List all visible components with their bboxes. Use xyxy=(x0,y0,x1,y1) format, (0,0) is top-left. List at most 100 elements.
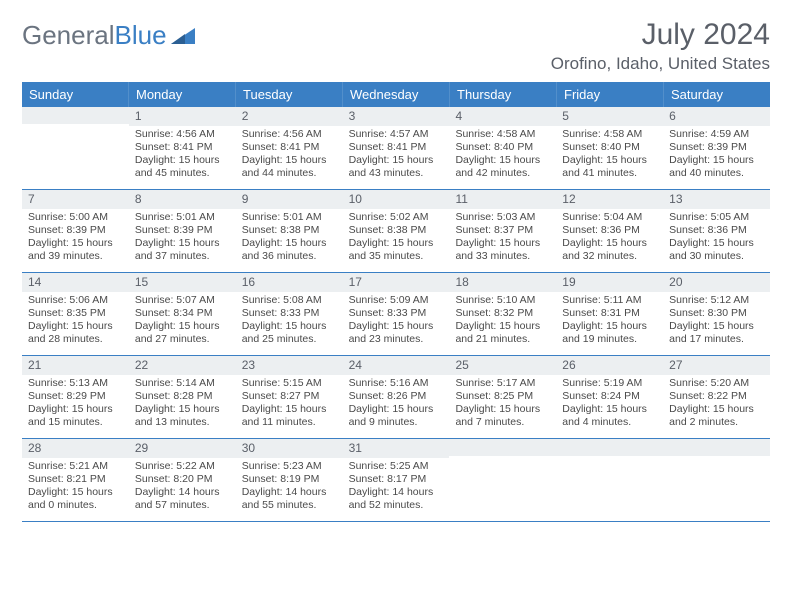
day-info-line: Sunrise: 5:11 AM xyxy=(562,294,657,307)
day-number: 22 xyxy=(129,356,236,375)
day-info-line: Sunset: 8:33 PM xyxy=(242,307,337,320)
day-number: 27 xyxy=(663,356,770,375)
day-number: 9 xyxy=(236,190,343,209)
day-info-line: Sunset: 8:40 PM xyxy=(455,141,550,154)
day-cell xyxy=(556,439,663,521)
day-number: 19 xyxy=(556,273,663,292)
day-info-line: Daylight: 15 hours and 9 minutes. xyxy=(349,403,444,429)
day-cell xyxy=(663,439,770,521)
day-info-line: Sunrise: 5:10 AM xyxy=(455,294,550,307)
day-cell: 15Sunrise: 5:07 AMSunset: 8:34 PMDayligh… xyxy=(129,273,236,355)
day-cell: 8Sunrise: 5:01 AMSunset: 8:39 PMDaylight… xyxy=(129,190,236,272)
day-info-line: Daylight: 15 hours and 45 minutes. xyxy=(135,154,230,180)
day-cell: 26Sunrise: 5:19 AMSunset: 8:24 PMDayligh… xyxy=(556,356,663,438)
day-cell: 3Sunrise: 4:57 AMSunset: 8:41 PMDaylight… xyxy=(343,107,450,189)
day-number: 13 xyxy=(663,190,770,209)
day-cell: 12Sunrise: 5:04 AMSunset: 8:36 PMDayligh… xyxy=(556,190,663,272)
day-cell: 27Sunrise: 5:20 AMSunset: 8:22 PMDayligh… xyxy=(663,356,770,438)
day-cell: 16 Sunrise: 5:08 AMSunset: 8:33 PMDayligh… xyxy=(236,273,343,355)
day-info-line: Sunset: 8:32 PM xyxy=(455,307,550,320)
day-cell xyxy=(449,439,556,521)
day-info-line: Sunrise: 5:14 AM xyxy=(135,377,230,390)
day-info-line: Sunset: 8:24 PM xyxy=(562,390,657,403)
day-info-line: Sunset: 8:28 PM xyxy=(135,390,230,403)
day-number: 10 xyxy=(343,190,450,209)
day-cell: 31Sunrise: 5:25 AMSunset: 8:17 PMDayligh… xyxy=(343,439,450,521)
day-info-line: Daylight: 15 hours and 4 minutes. xyxy=(562,403,657,429)
day-number: 18 xyxy=(449,273,556,292)
day-info-line: Daylight: 15 hours and 0 minutes. xyxy=(28,486,123,512)
logo-text-gray: General xyxy=(22,20,115,51)
day-header: Monday xyxy=(129,82,236,107)
day-number: 16 xyxy=(236,273,343,292)
day-cell: 2Sunrise: 4:56 AMSunset: 8:41 PMDaylight… xyxy=(236,107,343,189)
day-info-line: Sunset: 8:30 PM xyxy=(669,307,764,320)
logo: GeneralBlue xyxy=(22,20,195,51)
day-header: Wednesday xyxy=(343,82,450,107)
day-number: 29 xyxy=(129,439,236,458)
day-info-line: Daylight: 15 hours and 15 minutes. xyxy=(28,403,123,429)
day-number: 14 xyxy=(22,273,129,292)
day-info-line: Sunrise: 5:20 AM xyxy=(669,377,764,390)
day-info-line: Sunrise: 4:56 AM xyxy=(135,128,230,141)
day-info-line: Sunset: 8:39 PM xyxy=(135,224,230,237)
day-header: Friday xyxy=(557,82,664,107)
title-block: July 2024 Orofino, Idaho, United States xyxy=(551,18,770,74)
calendar-weeks: 1 Sunrise: 4:56 AM Sunset: 8:41 PM Daylight… xyxy=(22,107,770,522)
day-info-line: Sunset: 8:31 PM xyxy=(562,307,657,320)
day-info-line: Sunrise: 5:23 AM xyxy=(242,460,337,473)
day-cell: 11Sunrise: 5:03 AMSunset: 8:37 PMDayligh… xyxy=(449,190,556,272)
day-info-line: Daylight: 15 hours and 33 minutes. xyxy=(455,237,550,263)
day-info-line: Daylight: 15 hours and 13 minutes. xyxy=(135,403,230,429)
day-number: 2 xyxy=(236,107,343,126)
day-info-line: Sunset: 8:36 PM xyxy=(562,224,657,237)
day-number: 25 xyxy=(449,356,556,375)
day-info-line: Sunset: 8:35 PM xyxy=(28,307,123,320)
day-info-line: Sunset: 8:29 PM xyxy=(28,390,123,403)
day-info-line: Daylight: 15 hours and 27 minutes. xyxy=(135,320,230,346)
day-info-line: Daylight: 15 hours and 30 minutes. xyxy=(669,237,764,263)
day-cell: 23Sunrise: 5:15 AMSunset: 8:27 PMDayligh… xyxy=(236,356,343,438)
day-cell: 7Sunrise: 5:00 AMSunset: 8:39 PMDaylight… xyxy=(22,190,129,272)
day-info-line: Daylight: 15 hours and 37 minutes. xyxy=(135,237,230,263)
month-title: July 2024 xyxy=(551,18,770,52)
day-info-line: Daylight: 15 hours and 7 minutes. xyxy=(455,403,550,429)
day-info-line: Sunrise: 5:09 AM xyxy=(349,294,444,307)
logo-text-blue: Blue xyxy=(115,20,167,51)
day-info-line: Sunset: 8:38 PM xyxy=(242,224,337,237)
day-info-line: Sunrise: 5:03 AM xyxy=(455,211,550,224)
day-header: Saturday xyxy=(664,82,770,107)
day-cell: 30Sunrise: 5:23 AMSunset: 8:19 PMDayligh… xyxy=(236,439,343,521)
day-info-line: Daylight: 15 hours and 40 minutes. xyxy=(669,154,764,180)
day-info-line: Daylight: 14 hours and 55 minutes. xyxy=(242,486,337,512)
day-cell: 5Sunrise: 4:58 AMSunset: 8:40 PMDaylight… xyxy=(556,107,663,189)
week-row: 14 Sunrise: 5:06 AMSunset: 8:35 PM Dayligh… xyxy=(22,273,770,356)
day-info-line: Sunrise: 4:59 AM xyxy=(669,128,764,141)
day-cell: 19Sunrise: 5:11 AMSunset: 8:31 PMDayligh… xyxy=(556,273,663,355)
day-cell: 9Sunrise: 5:01 AMSunset: 8:38 PMDaylight… xyxy=(236,190,343,272)
calendar: SundayMondayTuesdayWednesdayThursdayFrid… xyxy=(22,82,770,522)
day-info-line: Sunset: 8:26 PM xyxy=(349,390,444,403)
day-info-line: Daylight: 14 hours and 52 minutes. xyxy=(349,486,444,512)
day-info-line: Sunrise: 5:04 AM xyxy=(562,211,657,224)
day-number: 1 xyxy=(129,107,236,126)
day-info-line: Daylight: 15 hours and 32 minutes. xyxy=(562,237,657,263)
week-row: 1 Sunrise: 4:56 AM Sunset: 8:41 PM Daylight… xyxy=(22,107,770,190)
location-label: Orofino, Idaho, United States xyxy=(551,54,770,74)
day-number: 26 xyxy=(556,356,663,375)
day-cell: 17Sunrise: 5:09 AMSunset: 8:33 PMDayligh… xyxy=(343,273,450,355)
empty-day-placeholder xyxy=(663,439,770,456)
day-info-line: Sunset: 8:37 PM xyxy=(455,224,550,237)
day-info-line: Sunrise: 5:00 AM xyxy=(28,211,123,224)
empty-day-placeholder xyxy=(556,439,663,456)
day-info-line: Sunrise: 5:08 AM xyxy=(242,294,337,307)
day-cell: 24Sunrise: 5:16 AMSunset: 8:26 PMDayligh… xyxy=(343,356,450,438)
day-info-line: Daylight: 15 hours and 41 minutes. xyxy=(562,154,657,180)
day-info-line: Sunrise: 5:06 AM xyxy=(28,294,123,307)
day-info-line: Daylight: 15 hours and 25 minutes. xyxy=(242,320,337,346)
week-row: 28Sunrise: 5:21 AMSunset: 8:21 PMDayligh… xyxy=(22,439,770,522)
day-info-line: Sunset: 8:25 PM xyxy=(455,390,550,403)
day-info-line: Sunset: 8:41 PM xyxy=(242,141,337,154)
day-number: 28 xyxy=(22,439,129,458)
day-header-row: SundayMondayTuesdayWednesdayThursdayFrid… xyxy=(22,82,770,107)
